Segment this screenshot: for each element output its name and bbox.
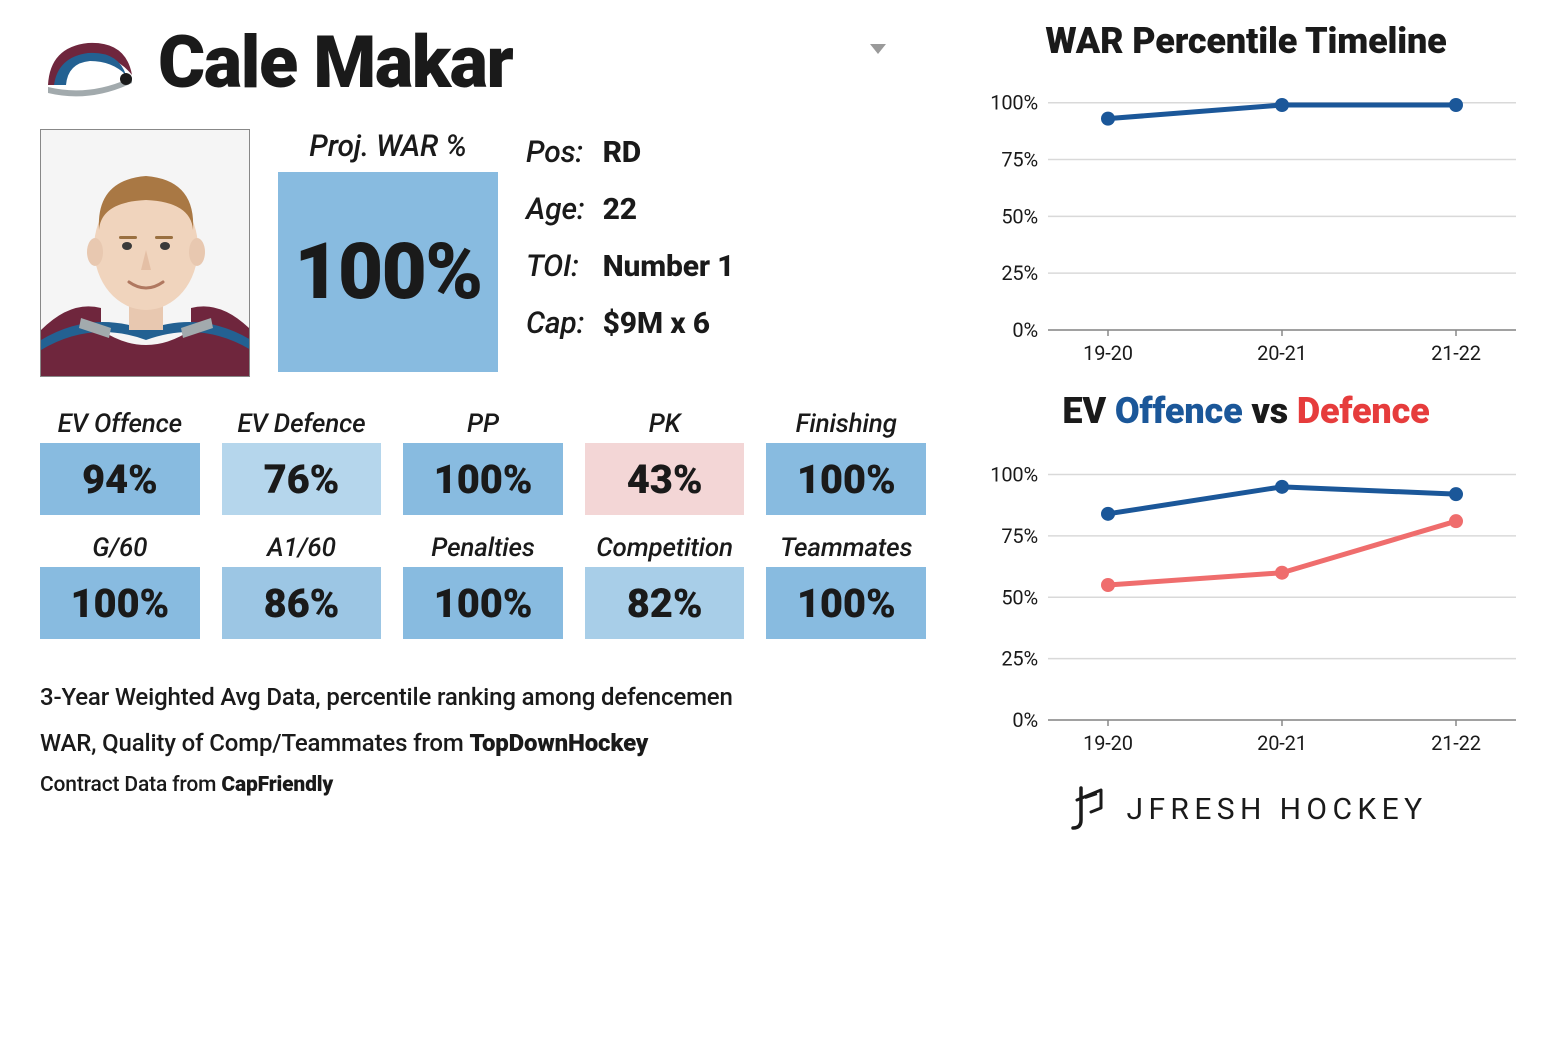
svg-text:20-21: 20-21 bbox=[1257, 731, 1307, 755]
stat-tile-value: 86% bbox=[222, 567, 382, 639]
stat-tile: PK 43% bbox=[585, 409, 745, 515]
top-info: Proj. WAR % 100% Pos: RD Age: 22 TOI: Nu… bbox=[40, 129, 926, 377]
bio-age-label: Age: bbox=[526, 192, 585, 227]
bio-toi-label: TOI: bbox=[526, 249, 585, 284]
stat-tile: Finishing 100% bbox=[766, 409, 926, 515]
svg-text:100%: 100% bbox=[990, 91, 1038, 115]
svg-text:21-22: 21-22 bbox=[1431, 731, 1481, 755]
player-card: Cale Makar bbox=[40, 20, 1526, 834]
player-headshot bbox=[40, 129, 250, 377]
war-chart-title: WAR Percentile Timeline bbox=[966, 20, 1526, 62]
stat-tile-label: G/60 bbox=[40, 533, 200, 563]
stat-tile-label: Teammates bbox=[766, 533, 926, 563]
stat-tile: A1/60 86% bbox=[222, 533, 382, 639]
stat-tile-label: Penalties bbox=[403, 533, 563, 563]
footnote-1: 3-Year Weighted Avg Data, percentile ran… bbox=[40, 675, 926, 721]
stat-tile-label: PP bbox=[403, 409, 563, 439]
bio-age-value: 22 bbox=[603, 192, 926, 227]
svg-text:0%: 0% bbox=[1012, 318, 1038, 342]
svg-text:19-20: 19-20 bbox=[1083, 731, 1133, 755]
stat-tile: PP 100% bbox=[403, 409, 563, 515]
stat-tile-value: 100% bbox=[403, 567, 563, 639]
bio-cap-value: $9M x 6 bbox=[603, 306, 926, 341]
dropdown-caret-icon[interactable] bbox=[870, 44, 886, 54]
ev-chart-title: EV Offence vs Defence bbox=[966, 390, 1526, 432]
stat-tile: EV Offence 94% bbox=[40, 409, 200, 515]
brand-text: JFRESH HOCKEY bbox=[1127, 792, 1428, 827]
stat-tile-value: 76% bbox=[222, 443, 382, 515]
stat-tile-value: 94% bbox=[40, 443, 200, 515]
stat-tile: Teammates 100% bbox=[766, 533, 926, 639]
proj-war-value: 100% bbox=[278, 172, 498, 372]
war-timeline-chart: WAR Percentile Timeline 0% 25% 50% 75% 100% 1… bbox=[966, 20, 1526, 370]
player-name: Cale Makar bbox=[158, 20, 512, 105]
stat-tile-value: 43% bbox=[585, 443, 745, 515]
stat-tile-label: EV Offence bbox=[40, 409, 200, 439]
svg-text:20-21: 20-21 bbox=[1257, 341, 1307, 365]
stat-tile-label: EV Defence bbox=[222, 409, 382, 439]
bio-toi-value: Number 1 bbox=[603, 249, 926, 284]
stat-tile: EV Defence 76% bbox=[222, 409, 382, 515]
left-column: Cale Makar bbox=[40, 20, 926, 834]
stat-tile-value: 100% bbox=[766, 443, 926, 515]
ev-chart: EV Offence vs Defence 0% 25% 50% 75% 100% 19-… bbox=[966, 390, 1526, 760]
bio-cap-label: Cap: bbox=[526, 306, 585, 341]
footnote-3: Contract Data from CapFriendly bbox=[40, 766, 926, 806]
bio-block: Pos: RD Age: 22 TOI: Number 1 Cap: $9M x… bbox=[526, 129, 926, 341]
stat-tile: G/60 100% bbox=[40, 533, 200, 639]
stat-tile-value: 100% bbox=[403, 443, 563, 515]
stat-tile-value: 82% bbox=[585, 567, 745, 639]
team-logo-icon bbox=[40, 27, 140, 99]
svg-text:50%: 50% bbox=[1001, 204, 1038, 228]
svg-text:75%: 75% bbox=[1001, 148, 1038, 172]
stat-tile-value: 100% bbox=[766, 567, 926, 639]
svg-text:19-20: 19-20 bbox=[1083, 341, 1133, 365]
header: Cale Makar bbox=[40, 20, 926, 105]
footnote-2: WAR, Quality of Comp/Teammates from TopD… bbox=[40, 721, 926, 767]
footnotes: 3-Year Weighted Avg Data, percentile ran… bbox=[40, 675, 926, 806]
war-chart-svg: 0% 25% 50% 75% 100% 19-20 20-21 21-22 bbox=[966, 70, 1526, 370]
stat-tile: Penalties 100% bbox=[403, 533, 563, 639]
svg-text:25%: 25% bbox=[1001, 261, 1038, 285]
svg-text:75%: 75% bbox=[1001, 524, 1038, 548]
right-column: WAR Percentile Timeline 0% 25% 50% 75% 100% 1… bbox=[966, 20, 1526, 834]
bio-pos-value: RD bbox=[603, 135, 926, 170]
svg-text:21-22: 21-22 bbox=[1431, 341, 1481, 365]
stat-tile-value: 100% bbox=[40, 567, 200, 639]
bio-pos-label: Pos: bbox=[526, 135, 585, 170]
svg-text:100%: 100% bbox=[990, 463, 1038, 487]
svg-text:50%: 50% bbox=[1001, 585, 1038, 609]
stat-tiles: EV Offence 94% EV Defence 76% PP 100% PK 43% Fin… bbox=[40, 409, 926, 639]
svg-text:25%: 25% bbox=[1001, 647, 1038, 671]
brand-footer: JFRESH HOCKEY bbox=[966, 784, 1526, 834]
stat-tile-label: Competition bbox=[585, 533, 745, 563]
stat-tile-label: A1/60 bbox=[222, 533, 382, 563]
ev-chart-svg: 0% 25% 50% 75% 100% 19-20 20-21 21-22 bbox=[966, 440, 1526, 760]
stat-tile-label: Finishing bbox=[766, 409, 926, 439]
proj-war-label: Proj. WAR % bbox=[278, 129, 498, 164]
svg-text:0%: 0% bbox=[1012, 708, 1038, 732]
brand-logo-icon bbox=[1065, 784, 1109, 834]
stat-tile: Competition 82% bbox=[585, 533, 745, 639]
stat-tile-label: PK bbox=[585, 409, 745, 439]
proj-war-block: Proj. WAR % 100% bbox=[278, 129, 498, 372]
